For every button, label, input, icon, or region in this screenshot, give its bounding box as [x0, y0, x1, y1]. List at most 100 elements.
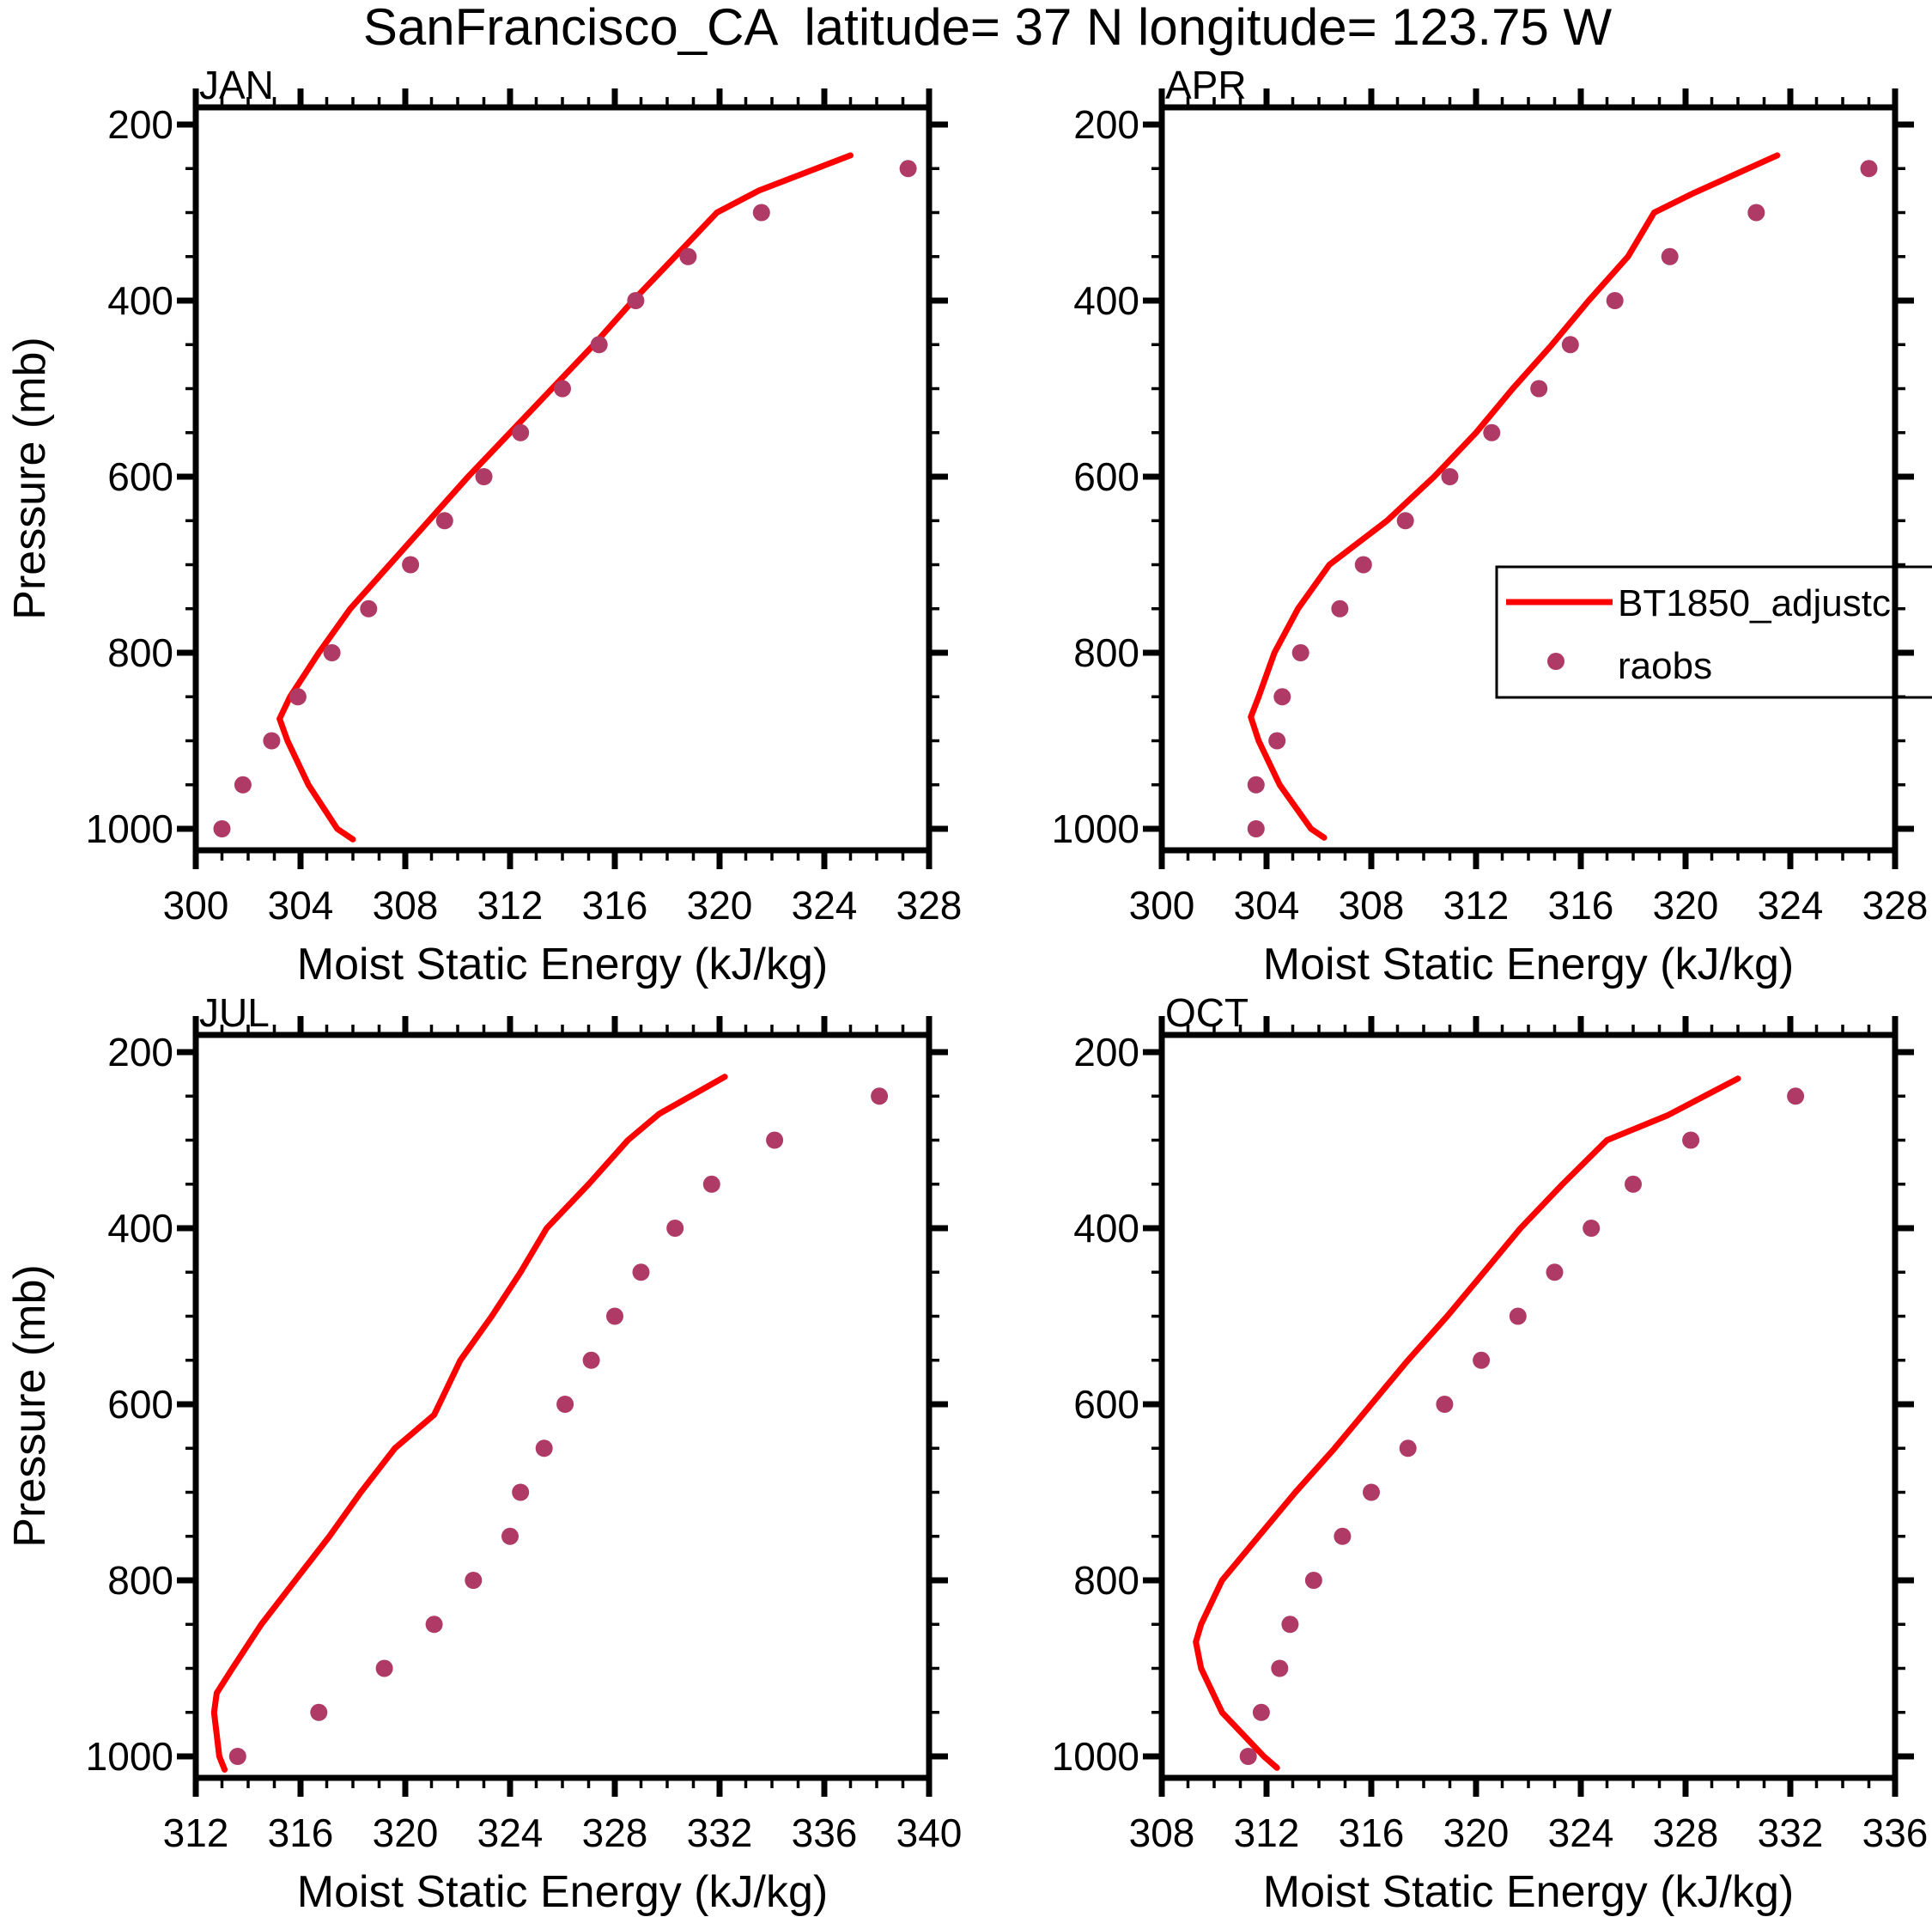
x-tick-label: 324	[1548, 1810, 1614, 1855]
y-tick-label: 400	[107, 278, 173, 323]
y-tick-label: 800	[1073, 1558, 1139, 1603]
x-tick-label: 316	[1548, 883, 1614, 928]
raobs-dot	[1473, 1351, 1491, 1369]
raobs-dot	[1247, 776, 1265, 794]
raobs-dot	[556, 1396, 574, 1413]
raobs-dot	[1268, 732, 1286, 750]
x-tick-label: 312	[163, 1810, 229, 1855]
x-tick-label: 312	[477, 883, 544, 928]
raobs-dot	[766, 1131, 784, 1149]
x-tick-label: 332	[687, 1810, 753, 1855]
raobs-dot	[752, 204, 770, 222]
x-tick-label: 300	[1129, 883, 1195, 928]
raobs-dot	[554, 380, 571, 398]
x-tick-label: 324	[1758, 883, 1824, 928]
raobs-dot	[213, 820, 231, 837]
y-tick-label: 800	[107, 1558, 173, 1603]
raobs-dot	[465, 1572, 483, 1589]
raobs-dot	[425, 1616, 443, 1634]
panel-label-jan: JAN	[199, 63, 274, 107]
model-line	[210, 1074, 728, 1773]
raobs-dot	[535, 1439, 553, 1458]
raobs-dot	[228, 1748, 246, 1765]
x-tick-label: 332	[1758, 1810, 1824, 1855]
x-tick-label: 316	[582, 883, 648, 928]
x-tick-label: 328	[896, 883, 963, 928]
x-tick-label: 304	[268, 883, 334, 928]
raobs-dot	[512, 423, 530, 441]
y-tick-label: 400	[1073, 278, 1139, 323]
panel-apr: 300 304 308 312 316 320 324 328 200 400 600 800 1000…	[1052, 63, 1929, 989]
x-tick-label: 328	[1653, 1810, 1719, 1855]
raobs-dot	[1436, 1396, 1454, 1413]
y-tick-label: 600	[107, 454, 173, 499]
raobs-dot	[1682, 1131, 1700, 1149]
legend-line-label: BT1850_adjustcl	[1618, 582, 1899, 624]
x-tick-label: 328	[1862, 883, 1929, 928]
raobs-dot	[1606, 292, 1624, 309]
raobs-dot	[1399, 1439, 1417, 1458]
x-tick-label: 304	[1234, 883, 1300, 928]
model-line	[1193, 1075, 1741, 1771]
raobs-dot	[1331, 599, 1349, 618]
x-tick-label: 316	[268, 1810, 334, 1855]
x-tick-label: 312	[1234, 1810, 1300, 1855]
figure-title: SanFrancisco_CA latitude= 37 N longitude…	[363, 0, 1613, 56]
raobs-dot	[1787, 1087, 1805, 1105]
raobs-dot	[702, 1175, 720, 1193]
raobs-dot	[871, 1087, 889, 1105]
plot-frame	[1158, 1032, 1899, 1781]
x-axis-title: Moist Static Energy (kJ/kg)	[1263, 1867, 1794, 1917]
panel-oct: 308 312 316 320 324 328 332 336 200 400 600 800 1000…	[1052, 990, 1929, 1917]
x-tick-label: 340	[896, 1810, 963, 1855]
raobs-dot	[234, 776, 252, 794]
y-tick-label: 1000	[86, 806, 173, 851]
raobs-dot	[1546, 1263, 1564, 1281]
raobs-dot	[1239, 1748, 1257, 1765]
raobs-dot	[1363, 1483, 1380, 1501]
y-tick-label: 800	[1073, 630, 1139, 675]
x-tick-label: 308	[373, 883, 439, 928]
raobs-dot	[679, 247, 697, 265]
raobs-dot	[632, 1263, 650, 1281]
raobs-dot	[435, 512, 453, 530]
plot-frame	[192, 104, 933, 854]
raobs-dot	[1860, 160, 1878, 178]
raobs-dot	[475, 468, 493, 485]
x-axis-title: Moist Static Energy (kJ/kg)	[1263, 940, 1794, 989]
y-tick-label: 400	[107, 1206, 173, 1251]
raobs-dot	[627, 292, 645, 309]
raobs-dot	[1247, 820, 1265, 837]
x-tick-label: 320	[687, 883, 753, 928]
y-tick-label: 400	[1073, 1206, 1139, 1251]
raobs-dot	[582, 1351, 600, 1369]
raobs-dot	[1561, 336, 1579, 354]
raobs-dot	[263, 732, 281, 750]
x-tick-label: 336	[1862, 1810, 1929, 1855]
raobs-dot	[1509, 1307, 1527, 1325]
x-tick-label: 324	[792, 883, 858, 928]
raobs-dot	[1396, 512, 1414, 530]
legend-box	[1495, 565, 1932, 699]
y-tick-label: 200	[1073, 1030, 1139, 1074]
y-axis-title-top: Pressure (mb)	[5, 337, 55, 619]
raobs-dot	[1661, 247, 1679, 265]
y-tick-label: 200	[107, 102, 173, 147]
raobs-dot	[1747, 204, 1765, 222]
legend-dot-label: raobs	[1618, 645, 1712, 687]
raobs-dot	[1304, 1572, 1322, 1589]
raobs-dot	[360, 599, 378, 618]
y-tick-label: 600	[1073, 454, 1139, 499]
x-tick-label: 336	[792, 1810, 858, 1855]
panel-label-jul: JUL	[199, 990, 270, 1035]
y-tick-label: 1000	[1052, 1734, 1139, 1779]
raobs-dot	[1530, 380, 1548, 398]
x-tick-label: 324	[477, 1810, 544, 1855]
raobs-dot	[1271, 1659, 1289, 1677]
x-tick-label: 308	[1129, 1810, 1195, 1855]
x-tick-label: 316	[1339, 1810, 1405, 1855]
y-tick-label: 200	[1073, 102, 1139, 147]
model-line	[276, 152, 854, 843]
raobs-dot	[899, 160, 917, 178]
